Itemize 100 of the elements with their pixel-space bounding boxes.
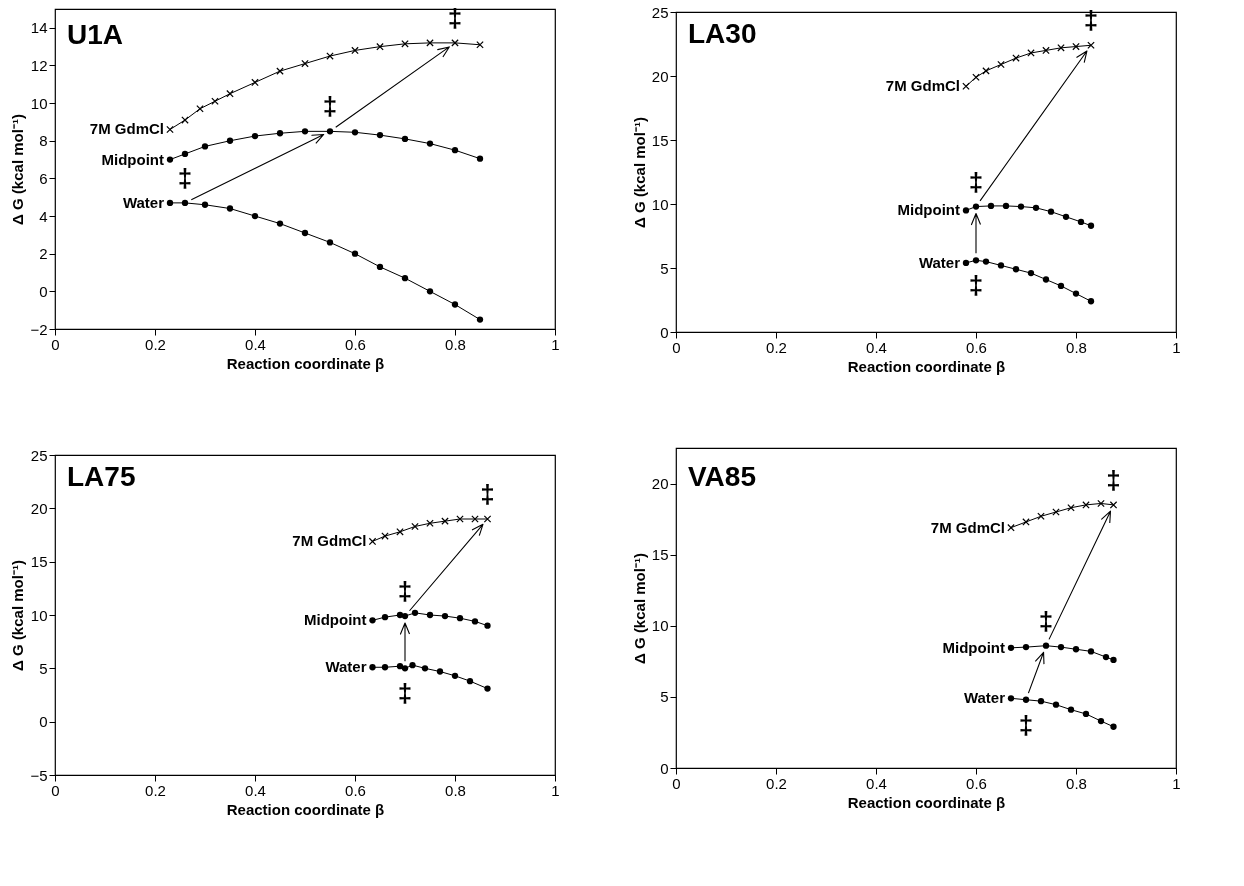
x-tick-label: 1 — [551, 781, 560, 799]
y-tick-label: −5 — [30, 766, 48, 784]
x-tick-label: 0.6 — [345, 781, 366, 799]
point — [1057, 282, 1065, 290]
chart-title: LA75 — [67, 461, 136, 492]
point — [451, 672, 459, 679]
point — [1087, 41, 1095, 50]
y-tick-label: 20 — [651, 67, 669, 85]
annotation: ‡ — [1106, 464, 1121, 495]
point — [201, 143, 209, 150]
point — [471, 618, 479, 625]
annotation: ‡ — [968, 270, 984, 301]
point — [351, 46, 359, 55]
point — [396, 528, 404, 536]
point — [451, 39, 459, 47]
x-tick-label: 1 — [1172, 338, 1181, 356]
y-tick-label: 5 — [39, 659, 48, 677]
point — [972, 73, 980, 82]
y-tick-label: −2 — [30, 320, 48, 338]
point — [1097, 717, 1105, 725]
point — [997, 262, 1005, 269]
point — [351, 250, 359, 257]
x-tick-label: 0.6 — [966, 338, 987, 356]
annotation: ‡ — [1018, 709, 1034, 740]
point — [251, 212, 259, 220]
point — [1087, 222, 1095, 229]
point — [451, 301, 459, 308]
point — [1032, 204, 1040, 211]
series-label: 7M GdmCl — [885, 77, 960, 95]
point — [441, 612, 449, 620]
chart-title: LA30 — [688, 18, 757, 49]
point — [484, 685, 491, 692]
point — [426, 288, 434, 295]
x-tick-label: 1 — [1172, 774, 1181, 792]
series-label: Water — [963, 689, 1006, 707]
series-label: 7M GdmCl — [292, 532, 367, 550]
point — [1067, 706, 1075, 713]
x-tick-label: 0.4 — [245, 781, 266, 799]
y-tick-label: 15 — [30, 553, 48, 571]
y-tick-label: 5 — [660, 688, 669, 706]
y-axis-title: Δ G (kcal mol⁻¹) — [630, 553, 648, 664]
y-tick-label: 0 — [39, 282, 48, 300]
point — [376, 42, 384, 51]
point — [962, 82, 970, 90]
point — [962, 207, 970, 214]
point — [1057, 44, 1065, 52]
x-axis-title: Reaction coordinate β — [226, 354, 385, 372]
point — [962, 259, 970, 267]
point — [1007, 695, 1015, 702]
point — [226, 205, 234, 212]
x-tick-label: 0.4 — [245, 335, 266, 353]
annotation: ‡ — [447, 2, 463, 33]
annotation: ‡ — [480, 479, 495, 509]
point — [369, 617, 376, 624]
y-tick-label: 10 — [651, 195, 669, 213]
point — [476, 41, 484, 49]
point — [1102, 653, 1110, 661]
point — [1087, 298, 1095, 305]
point — [166, 199, 174, 207]
point — [997, 60, 1005, 69]
x-tick-label: 0.4 — [866, 338, 887, 356]
y-tick-label: 0 — [660, 323, 669, 341]
chart-title: U1A — [67, 18, 124, 50]
x-tick-label: 0.2 — [145, 781, 166, 799]
point — [396, 663, 404, 670]
x-tick-label: 0.6 — [966, 774, 987, 792]
point — [196, 105, 204, 113]
annotation: ‡ — [397, 576, 413, 607]
point — [181, 150, 189, 158]
x-tick-label: 1 — [551, 335, 560, 353]
point — [401, 665, 409, 672]
y-tick-label: 6 — [39, 169, 48, 187]
x-tick-label: 0 — [672, 338, 681, 356]
y-tick-label: 0 — [660, 759, 669, 777]
y-tick-label: 2 — [39, 245, 48, 263]
point — [401, 275, 409, 282]
point — [301, 59, 309, 68]
series-label: Midpoint — [101, 150, 164, 168]
point — [1077, 218, 1085, 226]
series-label: Water — [122, 193, 165, 211]
point — [381, 613, 389, 621]
x-tick-label: 0.8 — [1066, 338, 1087, 356]
x-axis-title: Reaction coordinate β — [847, 793, 1006, 811]
point — [1110, 656, 1117, 664]
y-tick-label: 25 — [651, 3, 669, 21]
y-tick-label: 12 — [30, 56, 48, 74]
series-label: Water — [918, 253, 961, 271]
point — [1037, 698, 1045, 705]
point — [1067, 503, 1075, 512]
point — [301, 128, 309, 135]
point — [381, 664, 389, 671]
point — [1027, 269, 1035, 277]
y-tick-label: 20 — [651, 475, 669, 493]
point — [411, 609, 419, 617]
point — [376, 131, 384, 139]
point — [276, 130, 284, 137]
y-tick-label: 15 — [651, 546, 669, 564]
point — [426, 140, 434, 147]
point — [1037, 512, 1045, 521]
x-tick-label: 0.8 — [445, 335, 466, 353]
